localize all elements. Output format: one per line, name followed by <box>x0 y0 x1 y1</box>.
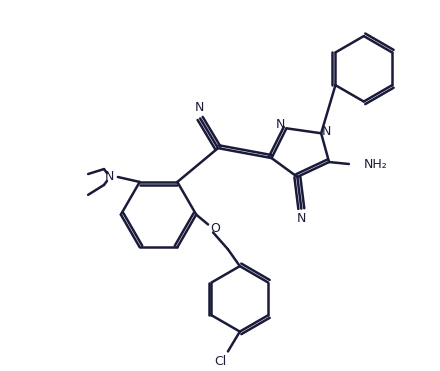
Text: NH₂: NH₂ <box>364 158 388 171</box>
Text: Cl: Cl <box>214 355 226 368</box>
Text: N: N <box>321 125 331 138</box>
Text: O: O <box>210 222 220 235</box>
Text: N: N <box>105 171 115 184</box>
Text: N: N <box>297 212 306 225</box>
Text: N: N <box>276 118 285 131</box>
Text: N: N <box>194 101 204 114</box>
